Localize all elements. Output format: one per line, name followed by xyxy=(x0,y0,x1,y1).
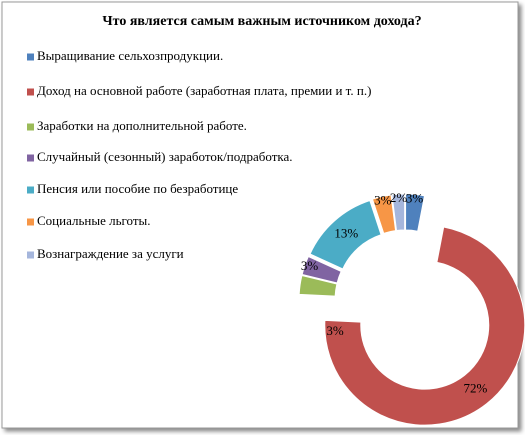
legend-label: Пенсия или пособие по безработице xyxy=(37,181,238,196)
legend-swatch xyxy=(27,154,34,162)
legend-label: Вознаграждение за услуги xyxy=(37,246,184,261)
donut-segment xyxy=(391,193,406,232)
data-label: 3% xyxy=(301,258,319,273)
data-label: 3% xyxy=(326,323,344,338)
data-label: 3% xyxy=(406,190,424,205)
donut-segment xyxy=(309,199,382,270)
legend-label: Социальные льготы. xyxy=(37,213,151,228)
data-label: 2% xyxy=(390,190,408,205)
data-label: 3% xyxy=(374,192,392,207)
chart-title: Что является самым важным источником дох… xyxy=(102,14,421,29)
legend-label: Заработки на дополнительной работе. xyxy=(37,118,247,133)
donut-segment xyxy=(371,194,397,234)
legend-label: Доход на основной работе (заработная пла… xyxy=(37,83,371,98)
legend-swatch xyxy=(27,186,34,194)
legend-swatch xyxy=(27,251,34,259)
donut-segment xyxy=(301,255,342,284)
donut-segment xyxy=(298,274,338,297)
legend-swatch xyxy=(27,218,34,226)
data-label: 13% xyxy=(334,225,358,240)
data-label: 72% xyxy=(464,381,488,396)
frame xyxy=(1,1,519,429)
legend-swatch xyxy=(27,53,34,61)
legend-label: Случайный (сезонный) заработок/подработк… xyxy=(37,149,293,164)
donut-segment xyxy=(405,193,426,232)
legend-label: Выращивание сельхозпродукции. xyxy=(37,48,223,63)
legend-swatch xyxy=(27,88,34,96)
legend-swatch xyxy=(27,123,34,131)
